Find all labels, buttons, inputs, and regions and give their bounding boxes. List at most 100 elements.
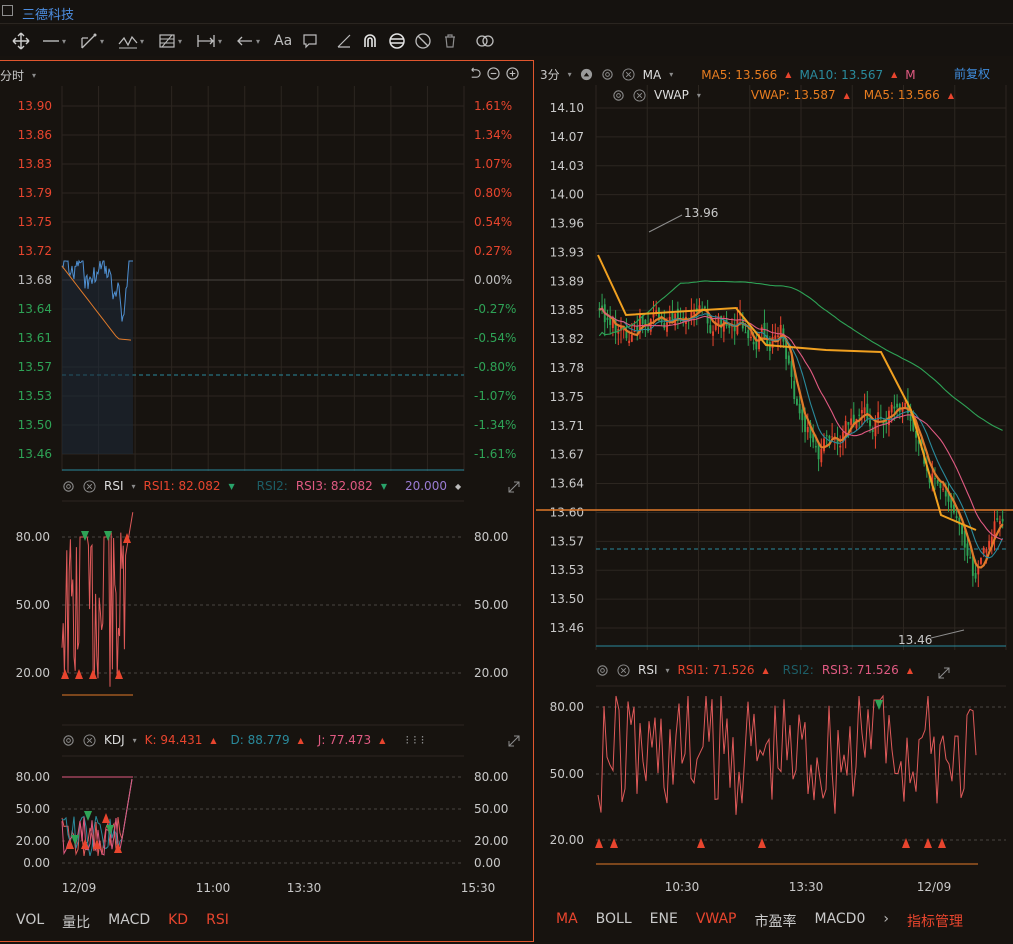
up-arrow-icon: ▲: [844, 91, 850, 100]
close-icon[interactable]: [633, 89, 646, 102]
candle-body: [655, 311, 657, 313]
lock-drawing-icon[interactable]: [388, 30, 406, 52]
tab-vol[interactable]: VOL: [16, 912, 44, 932]
vwap-ma5-value: MA5: 13.566: [864, 88, 940, 102]
tab-vwap[interactable]: VWAP: [696, 911, 737, 931]
indicator-name[interactable]: MA: [643, 68, 662, 82]
gear-icon[interactable]: [596, 664, 609, 677]
sell-signal-icon: [84, 811, 92, 821]
zoom-out-icon[interactable]: [487, 67, 500, 80]
tab-pe-ratio[interactable]: 市盈率: [755, 911, 797, 931]
buy-signal-icon: [102, 813, 110, 823]
chevron-down-icon[interactable]: ▾: [568, 70, 572, 79]
tab-ma[interactable]: MA: [556, 911, 578, 931]
candle-body: [828, 436, 830, 439]
candle-body: [666, 322, 668, 332]
tab-macd[interactable]: MACD: [108, 912, 150, 932]
indicator-name[interactable]: VWAP: [654, 88, 689, 102]
more-dots-icon[interactable]: ⁝ ⁝ ⁝: [405, 733, 424, 747]
diamond-icon: ◆: [455, 482, 461, 491]
close-icon[interactable]: [617, 664, 630, 677]
tab-volume-ratio[interactable]: 量比: [62, 912, 90, 932]
time-tick: 12/09: [917, 880, 952, 894]
fib-tool-icon[interactable]: ▾: [158, 30, 182, 52]
rsi-tick: 20.00: [16, 666, 50, 680]
expand-icon[interactable]: [508, 481, 520, 493]
indicator-name[interactable]: KDJ: [104, 733, 125, 747]
ray-tool-icon[interactable]: ▾: [80, 30, 104, 52]
chevron-down-icon[interactable]: ▾: [697, 91, 701, 100]
tab-ene[interactable]: ENE: [650, 911, 678, 931]
text-tool-icon[interactable]: Aa: [274, 30, 292, 52]
period-label[interactable]: 3分: [540, 66, 560, 83]
left-rsi-legend: RSI ▾ RSI1: 82.082 ▼ RSI2: RSI3: 82.082 …: [62, 479, 461, 493]
price-tick: 13.93: [550, 245, 584, 259]
indicator-manage-button[interactable]: 指标管理: [907, 911, 963, 931]
close-icon[interactable]: [83, 734, 96, 747]
period-label[interactable]: 分时: [0, 67, 24, 84]
buy-signal-icon: [115, 669, 123, 679]
magnet-icon[interactable]: [362, 30, 378, 52]
rsi-tick: 20.00: [550, 833, 584, 847]
adjust-label[interactable]: 前复权: [954, 65, 990, 82]
up-arrow-icon: ▲: [763, 666, 769, 675]
chevron-down-icon[interactable]: ▾: [666, 666, 670, 675]
chevron-down-icon[interactable]: ▾: [133, 736, 137, 745]
gear-icon[interactable]: [62, 734, 75, 747]
zoom-in-icon[interactable]: [506, 67, 519, 80]
close-icon[interactable]: [622, 68, 635, 81]
tabs-scroll-right[interactable]: ›: [883, 911, 889, 931]
expand-icon[interactable]: [938, 667, 950, 679]
period-selector[interactable]: 分时 ▾: [0, 67, 36, 84]
tab-kd[interactable]: KD: [168, 912, 188, 932]
indicator-name[interactable]: RSI: [104, 479, 124, 493]
gear-icon[interactable]: [612, 89, 625, 102]
intraday-chart-canvas[interactable]: 13.90 1.61% 13.86 1.34% 13.83 1.07% 13.79 0.80%…: [0, 61, 534, 943]
candle-body: [815, 446, 817, 447]
candle-body: [636, 327, 638, 330]
link-icon[interactable]: [474, 30, 496, 52]
adjust-button[interactable]: 前复权: [948, 65, 990, 82]
note-tool-icon[interactable]: [302, 30, 318, 52]
wave-tool-icon[interactable]: ▾: [118, 30, 144, 52]
candle-body: [988, 541, 990, 549]
move-icon[interactable]: [12, 30, 30, 52]
tab-rsi[interactable]: RSI: [206, 912, 229, 932]
chevron-down-icon[interactable]: ▾: [669, 70, 673, 79]
candle-body: [709, 325, 711, 333]
candle-body: [866, 404, 868, 419]
chevron-down-icon[interactable]: ▾: [32, 71, 36, 80]
rsi-tick: 20.00: [474, 666, 508, 680]
chevron-down-icon[interactable]: ▾: [132, 482, 136, 491]
tab-boll[interactable]: BOLL: [596, 911, 632, 931]
vwap-line: [598, 255, 976, 530]
ma-more: M: [905, 68, 915, 82]
kline-chart-canvas[interactable]: 14.10 14.07 14.03 14.00 13.96 13.93 13.89 13.85…: [536, 60, 1013, 942]
indicator-name[interactable]: RSI: [638, 663, 658, 677]
candle-body: [975, 573, 977, 579]
pct-tick: 1.34%: [474, 128, 512, 142]
price-tick: 13.72: [18, 244, 52, 258]
price-tick: 13.82: [550, 332, 584, 346]
candle-body: [869, 420, 871, 426]
window-checkbox[interactable]: [2, 5, 13, 16]
expand-icon[interactable]: [508, 735, 520, 747]
ruler-tool-icon[interactable]: [336, 30, 352, 52]
candle-body: [801, 409, 803, 420]
line-tool-icon[interactable]: ▾: [42, 30, 66, 52]
close-icon[interactable]: [83, 480, 96, 493]
kline-panel: 14.10 14.07 14.03 14.00 13.96 13.93 13.89 13.85…: [536, 60, 1013, 942]
trash-icon[interactable]: [442, 30, 458, 52]
hide-drawing-icon[interactable]: [414, 30, 432, 52]
gear-icon[interactable]: [62, 480, 75, 493]
arrow-tool-icon[interactable]: ▾: [236, 30, 260, 52]
rsi-tick: 50.00: [550, 767, 584, 781]
undo-icon[interactable]: [468, 67, 481, 80]
range-tool-icon[interactable]: ▾: [196, 30, 222, 52]
kdj-tick: 0.00: [23, 856, 50, 870]
tab-macd0[interactable]: MACD0: [815, 911, 866, 931]
collapse-icon[interactable]: [580, 68, 593, 81]
time-tick: 13:30: [287, 881, 322, 895]
gear-icon[interactable]: [601, 68, 614, 81]
vwap-value: VWAP: 13.587: [751, 88, 836, 102]
